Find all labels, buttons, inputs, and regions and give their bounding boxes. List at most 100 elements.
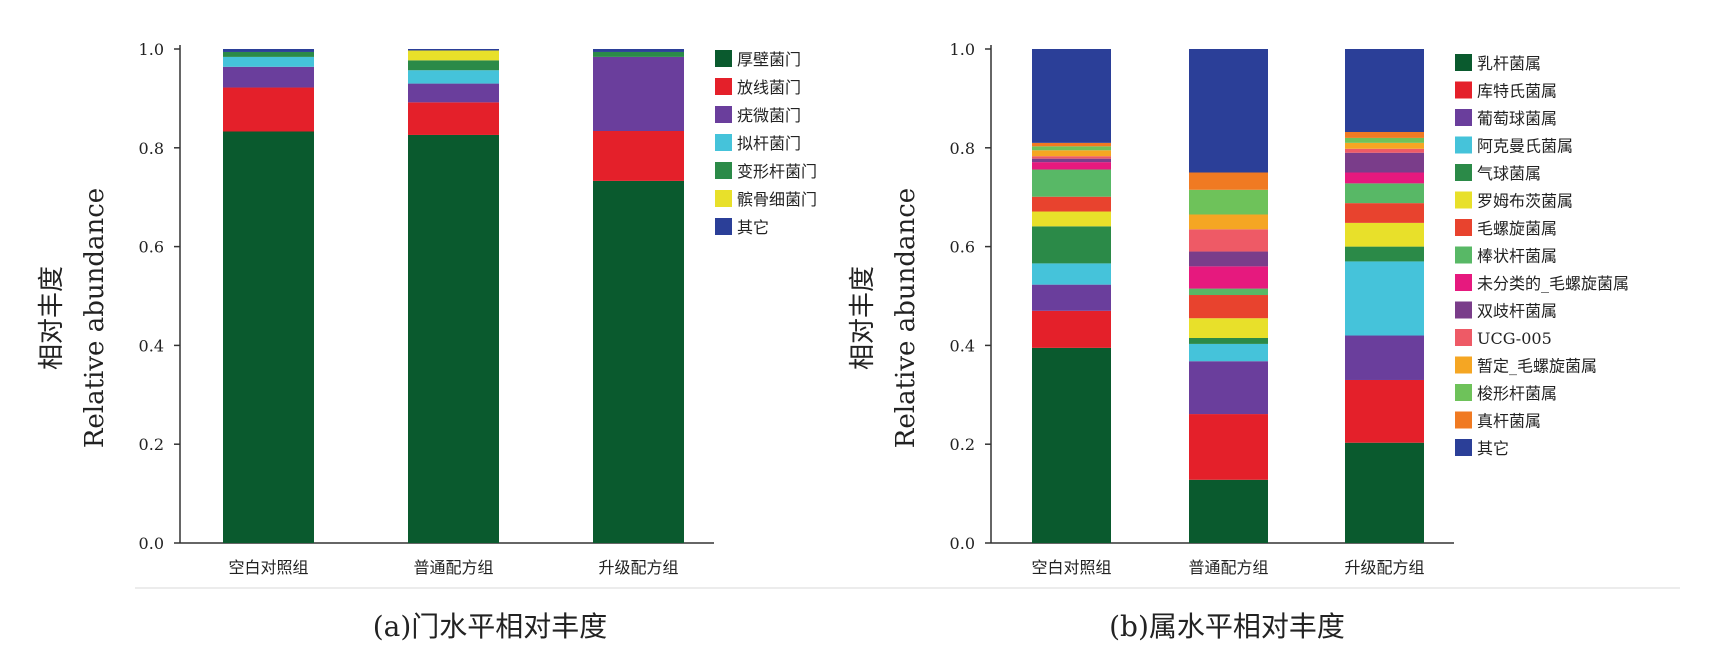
bar-segment-阿克曼氏菌属 [1345, 261, 1424, 336]
bar-segment-暂定_毛螺旋菌属 [1032, 150, 1111, 157]
y-tick-label: 0.0 [139, 534, 164, 553]
bar-segment-梭形杆菌属 [1032, 146, 1111, 151]
bar-segment-棒状杆菌属 [1032, 169, 1111, 197]
legend-label: 阿克曼氏菌属 [1477, 137, 1573, 156]
legend-label: 乳杆菌属 [1477, 54, 1541, 73]
bar-segment-其它 [223, 49, 314, 52]
legend-label: 拟杆菌门 [737, 134, 801, 153]
legend-swatch [715, 78, 732, 95]
x-tick-label: 普通配方组 [413, 558, 493, 577]
x-tick-label: 空白对照组 [228, 558, 308, 577]
legend-swatch [715, 218, 732, 235]
bar-segment-毛螺旋菌属 [1032, 196, 1111, 212]
bar-segment-疣微菌门 [593, 56, 684, 132]
y-tick-label: 0.8 [139, 139, 164, 158]
legend-label: 库特氏菌属 [1477, 82, 1557, 101]
bar-segment-其它 [408, 49, 499, 51]
bar-segment-乳杆菌属 [1032, 347, 1111, 543]
legend-label: 气球菌属 [1477, 164, 1541, 183]
bar-segment-暂定_毛螺旋菌属 [1345, 142, 1424, 149]
bar-segment-棒状杆菌属 [1189, 288, 1268, 296]
x-tick-label: 升级配方组 [1344, 558, 1424, 577]
legend-label: 双歧杆菌属 [1477, 302, 1557, 321]
bar-segment-双歧杆菌属 [1345, 152, 1424, 173]
bar-segment-UCG-005 [1189, 229, 1268, 252]
bar-segment-暂定_毛螺旋菌属 [1189, 214, 1268, 230]
legend-label: UCG-005 [1477, 329, 1552, 348]
y-tick-label: 0.4 [139, 336, 164, 355]
bar-segment-乳杆菌属 [1189, 479, 1268, 543]
y-axis-label-en: Relative abundance [891, 188, 921, 448]
y-axis-label-en: Relative abundance [80, 188, 110, 448]
legend-swatch [1455, 136, 1472, 154]
bar-segment-其它 [1032, 49, 1111, 143]
bar-segment-变形杆菌门 [223, 51, 314, 57]
bar-segment-真杆菌属 [1032, 142, 1111, 147]
bar-segment-拟杆菌门 [223, 56, 314, 67]
bar-segment-髌骨细菌门 [408, 50, 499, 61]
y-tick-label: 0.2 [950, 435, 975, 454]
bar-segment-葡萄球菌属 [1345, 335, 1424, 380]
legend-label: 放线菌门 [737, 78, 801, 97]
bar-segment-厚壁菌门 [223, 131, 314, 544]
bar-segment-变形杆菌门 [408, 60, 499, 71]
legend-swatch [1455, 246, 1472, 264]
bar-segment-气球菌属 [1032, 226, 1111, 264]
legend-label: 真杆菌属 [1477, 412, 1541, 431]
bar-segment-库特氏菌属 [1345, 379, 1424, 443]
x-tick-label: 升级配方组 [598, 558, 678, 577]
bar-segment-双歧杆菌属 [1189, 251, 1268, 267]
bar-segment-真杆菌属 [1189, 172, 1268, 190]
bar-segment-双歧杆菌属 [1032, 158, 1111, 163]
bar-segment-未分类的_毛螺旋菌属 [1189, 266, 1268, 289]
legend-label: 变形杆菌门 [737, 162, 817, 181]
y-tick-label: 0.6 [139, 238, 164, 257]
bar-segment-其它 [1345, 49, 1424, 132]
bar-segment-未分类的_毛螺旋菌属 [1032, 162, 1111, 170]
bar-segment-变形杆菌门 [593, 51, 684, 57]
legend-swatch [1455, 356, 1472, 374]
legend-swatch [1455, 329, 1472, 346]
legend-swatch [1455, 301, 1472, 319]
legend-label: 葡萄球菌属 [1477, 109, 1557, 128]
bar-segment-葡萄球菌属 [1189, 361, 1268, 415]
legend-label: 毛螺旋菌属 [1477, 219, 1557, 238]
legend-swatch [715, 162, 732, 179]
bar-segment-棒状杆菌属 [1345, 183, 1424, 204]
x-tick-label: 空白对照组 [1031, 558, 1111, 577]
bar-segment-葡萄球菌属 [1032, 284, 1111, 311]
bar-segment-罗姆布茨菌属 [1345, 222, 1424, 247]
bar-segment-阿克曼氏菌属 [1189, 343, 1268, 362]
y-tick-label: 0.4 [950, 336, 975, 355]
bar-segment-梭形杆菌属 [1345, 137, 1424, 143]
bar-segment-其它 [1189, 49, 1268, 173]
bar-segment-罗姆布茨菌属 [1032, 211, 1111, 227]
bar-segment-放线菌门 [593, 131, 684, 181]
bar-segment-梭形杆菌属 [1189, 189, 1268, 215]
bar-segment-库特氏菌属 [1032, 310, 1111, 348]
chart-caption: (b)属水平相对丰度 [1109, 610, 1345, 643]
bar-segment-毛螺旋菌属 [1345, 203, 1424, 223]
bar-segment-阿克曼氏菌属 [1032, 263, 1111, 285]
legend-label: 暂定_毛螺旋菌属 [1477, 357, 1597, 376]
bar-segment-真杆菌属 [1345, 131, 1424, 138]
bar-segment-罗姆布茨菌属 [1189, 318, 1268, 338]
y-tick-label: 1.0 [950, 40, 975, 59]
x-tick-label: 普通配方组 [1188, 558, 1268, 577]
legend-swatch [1455, 219, 1472, 236]
legend-swatch [1455, 411, 1472, 429]
bar-segment-厚壁菌门 [593, 180, 684, 543]
y-tick-label: 0.0 [950, 534, 975, 553]
legend-swatch [1455, 439, 1472, 456]
bar-segment-疣微菌门 [223, 66, 314, 88]
bar-segment-疣微菌门 [408, 83, 499, 103]
bar-segment-其它 [593, 49, 684, 52]
bar-segment-乳杆菌属 [1345, 442, 1424, 543]
bar-segment-未分类的_毛螺旋菌属 [1345, 172, 1424, 184]
legend-swatch [715, 134, 732, 151]
bar-segment-拟杆菌门 [408, 70, 499, 84]
bar-segment-气球菌属 [1345, 246, 1424, 262]
legend-label: 梭形杆菌属 [1477, 384, 1557, 403]
